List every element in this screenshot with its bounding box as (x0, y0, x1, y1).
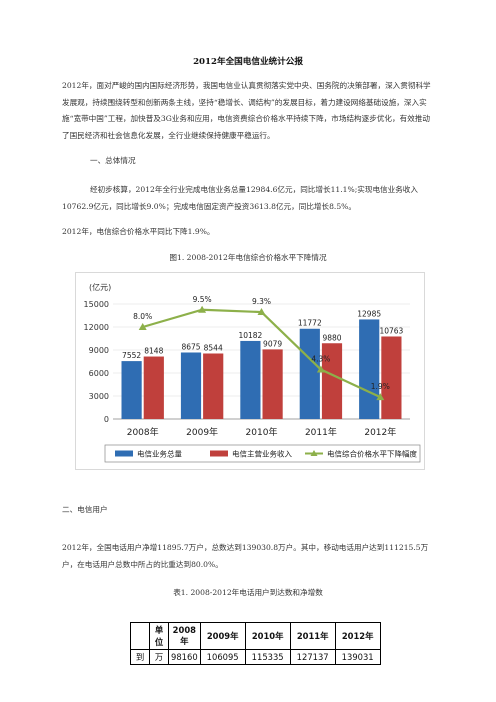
y-tick-label: 6000 (89, 369, 109, 378)
table-header: 单位 2008年 2009年 2010年 2011年 2012年 (130, 622, 381, 650)
header-cell: 2012年 (334, 622, 381, 650)
data-label: 9.5% (193, 295, 212, 304)
line-marker (316, 365, 325, 373)
paragraph: 2012年，面对严峻的国内国际经济形势，我国电信业认真贯彻落实党中央、国务院的决… (62, 81, 431, 140)
data-table: 单位 2008年 2009年 2010年 2011年 2012年 到万 98160 10609… (130, 622, 381, 665)
data-label: 9079 (263, 339, 282, 348)
header-cell: 单位 (149, 622, 169, 650)
table-cell: 139031 (334, 649, 381, 665)
data-label: 10182 (238, 331, 262, 340)
line-marker (376, 393, 385, 401)
bar (381, 336, 402, 419)
y-tick-label: 12000 (84, 323, 109, 332)
header-cell: 2010年 (244, 622, 291, 650)
legend-swatch (310, 450, 318, 456)
chart: (亿元) 0 3000 6000 9000 12000 15000 2008年 7552814… (75, 272, 425, 470)
data-label: 11772 (298, 319, 322, 328)
table-cell: 到 (130, 649, 150, 665)
y-tick-label: 9000 (89, 346, 109, 355)
table-cell: 115335 (244, 649, 291, 665)
bar (359, 319, 380, 419)
table-cell: 98160 (168, 649, 201, 665)
table-cell: 万 (149, 649, 169, 665)
header-cell: 2011年 (289, 622, 336, 650)
table-row: 到万 98160 106095 115335 127137 139031 (130, 649, 381, 665)
data-label: 4.3% (311, 355, 330, 364)
header-cell (130, 622, 150, 650)
legend-label: 电信主营业务收入 (232, 449, 292, 459)
x-tick-label: 2011年 (305, 426, 337, 438)
table-caption: 表1. 2008-2012年电话用户到达数和净增数 (173, 588, 323, 597)
header-cell: 2009年 (199, 622, 246, 650)
x-tick-label: 2008年 (127, 426, 159, 438)
y-axis-label: (亿元) (89, 282, 111, 292)
bar (240, 340, 261, 419)
paragraph: 经初步核算，2012年全行业完成电信业务总量12984.6亿元，同比增长11.1… (62, 185, 418, 211)
paragraph: 2012年，全国电话用户净增11895.7万户，总数达到139030.8万户。其… (62, 543, 429, 569)
paragraph: 2012年，电信综合价格水平同比下降1.9%。 (62, 227, 215, 236)
bar (143, 356, 164, 419)
data-label: 9880 (322, 333, 341, 342)
header-cell: 2008年 (168, 622, 201, 650)
data-label: 8544 (204, 343, 223, 352)
x-tick-label: 2009年 (186, 426, 218, 438)
section-heading: 二、电信用户 (62, 505, 108, 514)
bar (180, 352, 202, 419)
x-tick-label: 2010年 (246, 426, 278, 438)
table-cell: 106095 (199, 649, 246, 665)
bar (299, 328, 320, 419)
data-label: 1.9% (371, 382, 390, 391)
y-tick-label: 15000 (84, 300, 109, 309)
line-marker (198, 305, 207, 313)
legend-box (104, 444, 421, 463)
data-label: 12985 (357, 309, 381, 318)
data-label: 7552 (122, 351, 141, 360)
bar (203, 353, 224, 419)
y-tick-label: 0 (104, 415, 109, 424)
data-label: 8.0% (133, 312, 152, 321)
bar (321, 343, 343, 419)
data-label: 10763 (379, 326, 403, 335)
x-tick-label: 2012年 (364, 426, 396, 438)
data-label: 8148 (144, 347, 163, 356)
bar (121, 361, 142, 419)
table-cell: 127137 (289, 649, 336, 665)
legend-label: 电信综合价格水平下降幅度 (327, 449, 417, 459)
legend-swatch (115, 450, 133, 457)
title: 2012年全国电信业统计公报 (193, 57, 303, 67)
legend-swatch (210, 450, 228, 457)
data-label: 9.3% (252, 297, 271, 306)
line-marker (138, 323, 147, 330)
data-label: 8675 (181, 342, 200, 351)
legend-label: 电信业务总量 (137, 449, 182, 459)
line-marker (257, 308, 266, 316)
y-tick-label: 3000 (89, 392, 109, 401)
figure-caption: 图1. 2008-2012年电信综合价格水平下降情况 (169, 253, 327, 262)
bar (262, 349, 283, 419)
section-heading: 一、总体情况 (90, 156, 136, 165)
